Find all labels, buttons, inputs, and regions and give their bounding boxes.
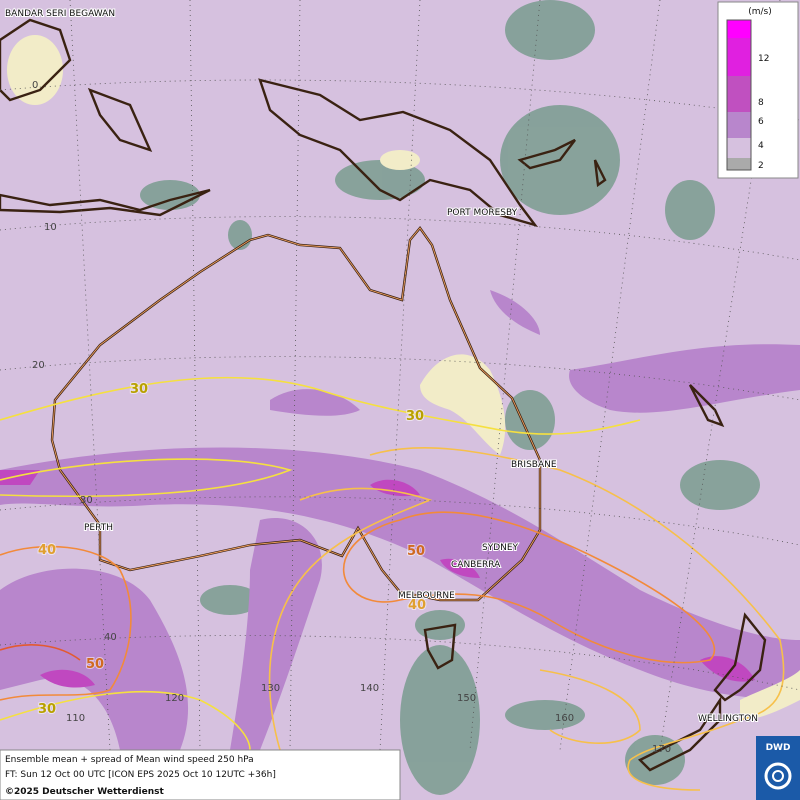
legend-level: 12: [758, 54, 769, 64]
contour-label: 30: [406, 409, 424, 424]
contour-label: 30: [38, 702, 56, 717]
city-label: SYDNEY: [482, 543, 519, 553]
city-label: PERTH: [84, 523, 113, 533]
latitude-label: 20: [32, 360, 45, 371]
contour-label: 40: [408, 598, 426, 613]
latitude-label: 30: [80, 495, 93, 506]
logo-icon: [772, 770, 784, 782]
city-label: MELBOURNE: [398, 591, 455, 601]
footer-copyright: ©2025 Deutscher Wetterdienst: [5, 787, 164, 797]
longitude-label: 140: [360, 683, 379, 694]
legend-swatch: [727, 138, 751, 158]
city-label: BANDAR SERI BEGAWAN: [5, 9, 115, 19]
legend-level: 2: [758, 161, 764, 171]
city-label: BRISBANE: [511, 460, 557, 470]
spread-minimal: [7, 35, 800, 720]
footer-forecast: FT: Sun 12 Oct 00 UTC [ICON EPS 2025 Oct…: [5, 770, 276, 780]
contour-label: 50: [86, 657, 104, 672]
city-label: PORT MORESBY: [447, 208, 518, 218]
legend-unit: (m/s): [748, 7, 772, 17]
legend-level: 4: [758, 141, 764, 151]
labels: BANDAR SERI BEGAWAN PORT MORESBY BRISBANE P…: [4, 8, 759, 755]
longitude-label: 160: [555, 713, 574, 724]
isotachs: [0, 376, 785, 791]
longitude-label: 130: [261, 683, 280, 694]
legend-level: 6: [758, 117, 764, 127]
contour-label: 50: [407, 544, 425, 559]
latitude-label: 0: [32, 80, 38, 91]
legend-frame: [726, 19, 752, 171]
longitude-label: 110: [66, 713, 85, 724]
legend-swatch: [727, 38, 751, 76]
footer-title: Ensemble mean + spread of Mean wind spee…: [5, 755, 254, 765]
longitude-label: 170: [652, 744, 671, 755]
legend-swatch: [727, 112, 751, 138]
contour-label: 40: [38, 543, 56, 558]
logo: DWD: [756, 736, 800, 800]
legend-swatch: [727, 20, 751, 38]
spread-bands: [0, 290, 800, 750]
legend-swatch: [727, 76, 751, 112]
footer: Ensemble mean + spread of Mean wind spee…: [0, 749, 401, 800]
footer-box: [0, 749, 401, 800]
coastlines: [0, 18, 767, 772]
legend-swatch: [727, 158, 751, 170]
latitude-label: 40: [104, 632, 117, 643]
latitude-label: 10: [44, 222, 57, 233]
contour-label: 30: [130, 382, 148, 397]
legend-level: 8: [758, 98, 764, 108]
legend: (m/s) 12 8 6 4 2: [717, 1, 799, 179]
logo-text: DWD: [766, 743, 791, 753]
longitude-label: 120: [165, 693, 184, 704]
city-label: WELLINGTON: [698, 714, 758, 724]
logo-icon: [764, 762, 792, 790]
city-label: CANBERRA: [451, 560, 501, 570]
longitude-label: 150: [457, 693, 476, 704]
graticule: [0, 0, 800, 751]
